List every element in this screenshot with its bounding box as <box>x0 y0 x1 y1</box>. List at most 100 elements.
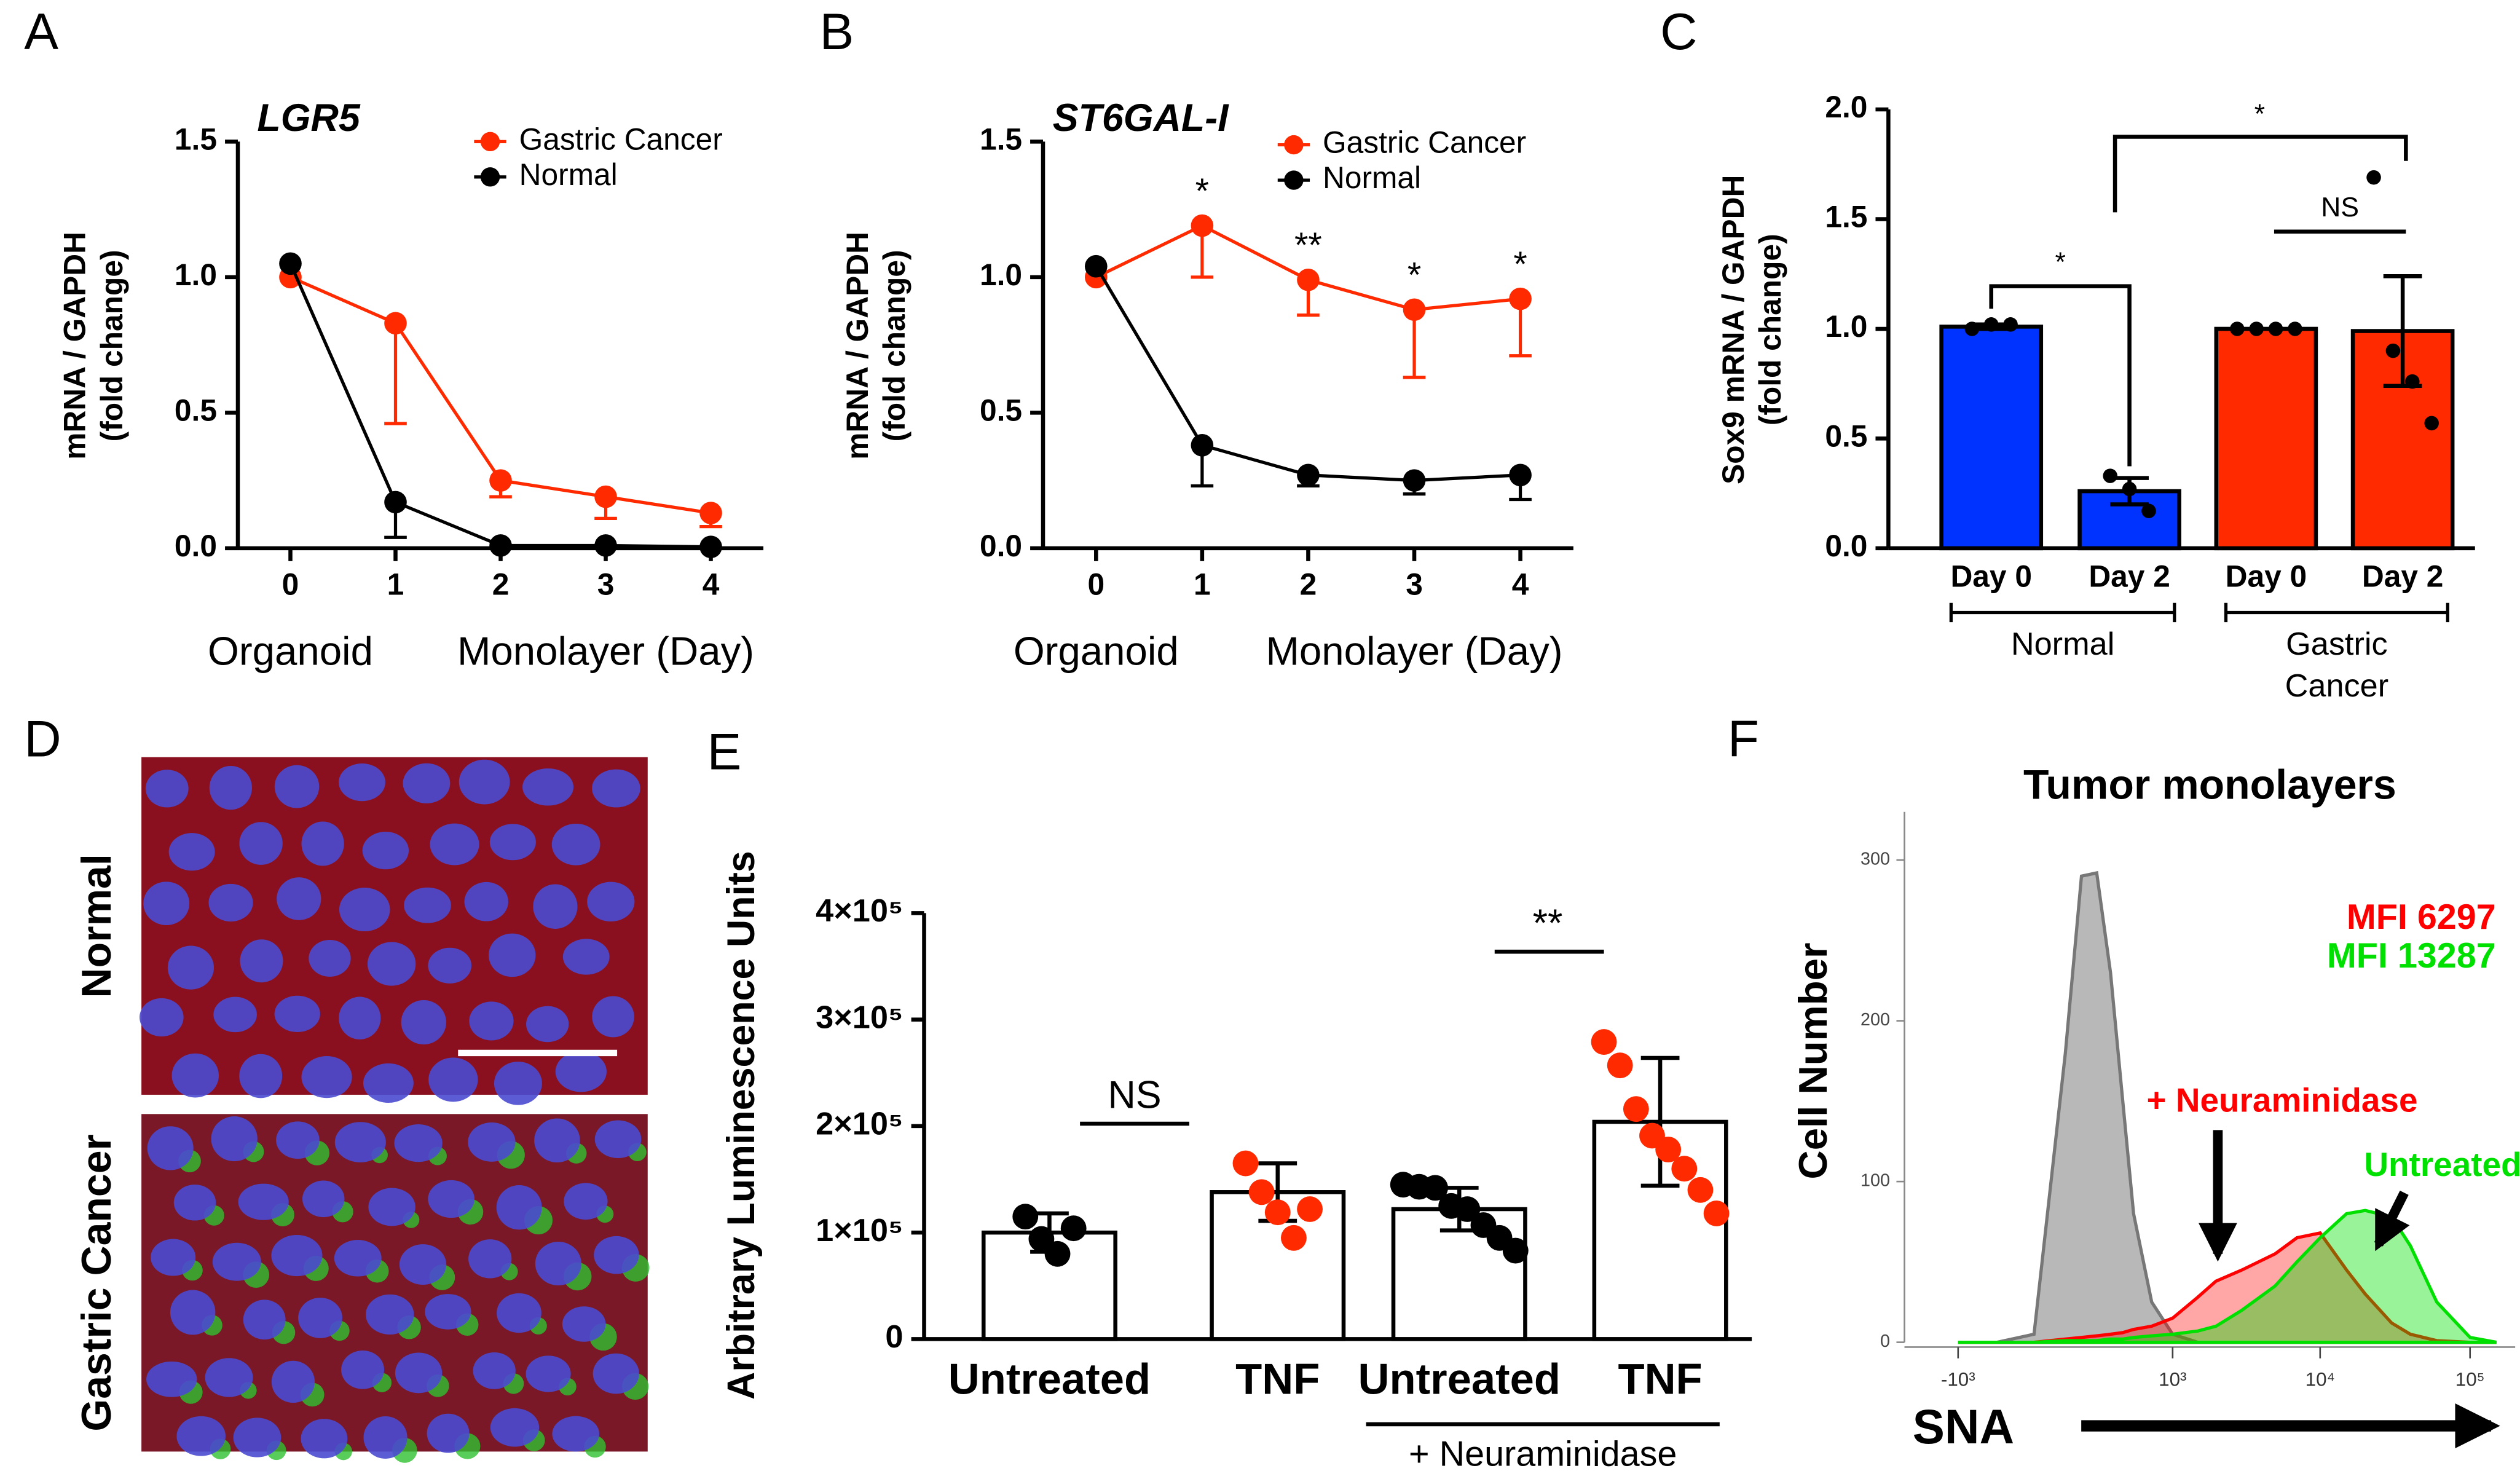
y-axis-label: Sox9 mRNA / GAPDH <box>1716 175 1750 484</box>
cell-nucleus <box>489 933 536 977</box>
comparison-bracket <box>2112 135 2408 213</box>
x-tick-label: 1 <box>387 567 404 602</box>
cell-nucleus <box>277 877 321 920</box>
cell-nucleus <box>428 1057 478 1102</box>
series-label: Untreated <box>2364 1145 2520 1183</box>
x-axis-label: SNA <box>1913 1400 2015 1454</box>
y-tick-label: 1.0 <box>1825 309 1867 344</box>
x-group-label: Monolayer (Day) <box>457 629 754 674</box>
cell-nucleus <box>594 1120 642 1159</box>
cell-nucleus <box>395 1352 443 1394</box>
cell-nucleus <box>301 1419 348 1459</box>
cell-nucleus <box>170 1290 216 1335</box>
cell-nucleus <box>363 1063 414 1103</box>
cell-nucleus <box>302 1180 345 1218</box>
chart-title: ST6GAL-I <box>1053 97 1229 140</box>
data-point <box>1591 1029 1617 1055</box>
micrograph-panel: Normal Gastric Cancer <box>73 757 650 1463</box>
cell-nucleus <box>564 1183 608 1220</box>
cell-nucleus <box>535 1242 581 1286</box>
x-tick-label: Day 2 <box>2362 559 2444 594</box>
y-tick-label: 100 <box>1860 1171 1890 1191</box>
cell-nucleus <box>143 881 190 925</box>
comparison-label: * <box>2254 99 2265 129</box>
micrograph-label: Normal <box>73 854 120 998</box>
data-point <box>1454 1196 1481 1222</box>
y-tick-label: 0.0 <box>980 529 1022 563</box>
data-point <box>1964 321 1980 336</box>
group-label: + Neuraminidase <box>1409 1434 1677 1471</box>
histogram-area <box>1958 1209 2497 1344</box>
cell-nucleus <box>309 939 351 977</box>
y-axis-label: (fold change) <box>877 250 912 442</box>
data-point <box>1060 1215 1087 1242</box>
x-tick-label: 4 <box>703 567 720 602</box>
group-label: Normal <box>2011 626 2115 662</box>
data-point <box>699 502 722 524</box>
cell-nucleus <box>271 1234 323 1277</box>
y-tick-label: 3×10⁵ <box>816 1000 903 1035</box>
cell-nucleus <box>526 1006 569 1043</box>
data-point <box>2288 321 2302 336</box>
data-point <box>1044 1240 1071 1267</box>
cell-nucleus <box>147 1126 194 1170</box>
cell-nucleus <box>522 768 574 806</box>
x-tick-label: 2 <box>1300 567 1317 602</box>
y-tick-label: 1.5 <box>1825 200 1867 234</box>
data-point <box>1191 214 1214 237</box>
x-tick-label: 10³ <box>2159 1369 2186 1390</box>
y-tick-label: 2.0 <box>1825 90 1867 124</box>
cell-nucleus <box>459 759 510 805</box>
cell-nucleus <box>399 1244 447 1285</box>
cell-nucleus <box>592 769 640 808</box>
y-axis-label: mRNA / GAPDH <box>840 232 875 460</box>
x-tick-label: Untreated <box>1358 1355 1561 1403</box>
cell-nucleus <box>233 1418 282 1457</box>
data-point <box>2122 481 2137 497</box>
cell-nucleus <box>140 998 184 1037</box>
data-point <box>2366 170 2381 185</box>
x-tick-label: 0 <box>1087 567 1104 602</box>
data-point <box>2103 468 2117 483</box>
cell-nucleus <box>213 996 257 1033</box>
data-point <box>1502 1237 1529 1264</box>
significance-label: * <box>1195 172 1209 211</box>
y-tick-label: 2×10⁵ <box>816 1106 903 1142</box>
data-point <box>1264 1199 1291 1226</box>
bar <box>2214 326 2318 551</box>
significance-label: ** <box>1294 226 1322 265</box>
cell-nucleus <box>171 1053 219 1098</box>
panel-letter: E <box>707 722 742 780</box>
y-axis-label: Cell Number <box>1790 943 1835 1180</box>
data-point <box>384 312 407 335</box>
data-point <box>1191 433 1214 457</box>
cell-nucleus <box>301 1056 352 1098</box>
cell-nucleus <box>534 1118 580 1163</box>
data-point <box>1607 1052 1633 1079</box>
y-tick-label: 200 <box>1860 1010 1890 1030</box>
cell-nucleus <box>146 1361 197 1397</box>
y-tick-label: 0.0 <box>175 529 217 563</box>
cell-nucleus <box>362 832 409 870</box>
micrograph-normal <box>141 757 648 1095</box>
data-point <box>489 534 512 557</box>
histogram-area <box>1958 1231 2497 1344</box>
cell-nucleus <box>301 821 344 866</box>
data-point <box>1403 469 1426 492</box>
cell-nucleus <box>240 939 283 983</box>
cell-nucleus <box>404 887 451 923</box>
y-tick-label: 1.0 <box>980 258 1022 292</box>
data-point <box>699 535 722 558</box>
data-point <box>2249 321 2264 336</box>
data-point <box>1297 463 1320 487</box>
data-point <box>1248 1179 1275 1205</box>
cell-nucleus <box>334 1240 382 1277</box>
cell-nucleus <box>494 1062 542 1105</box>
cell-nucleus <box>151 1239 196 1276</box>
data-point <box>1623 1096 1649 1122</box>
cell-nucleus <box>425 1294 471 1330</box>
cell-nucleus <box>208 883 253 922</box>
y-tick-label: 0.5 <box>980 393 1022 427</box>
cell-nucleus <box>334 1122 386 1162</box>
y-axis-label: mRNA / GAPDH <box>58 232 92 460</box>
